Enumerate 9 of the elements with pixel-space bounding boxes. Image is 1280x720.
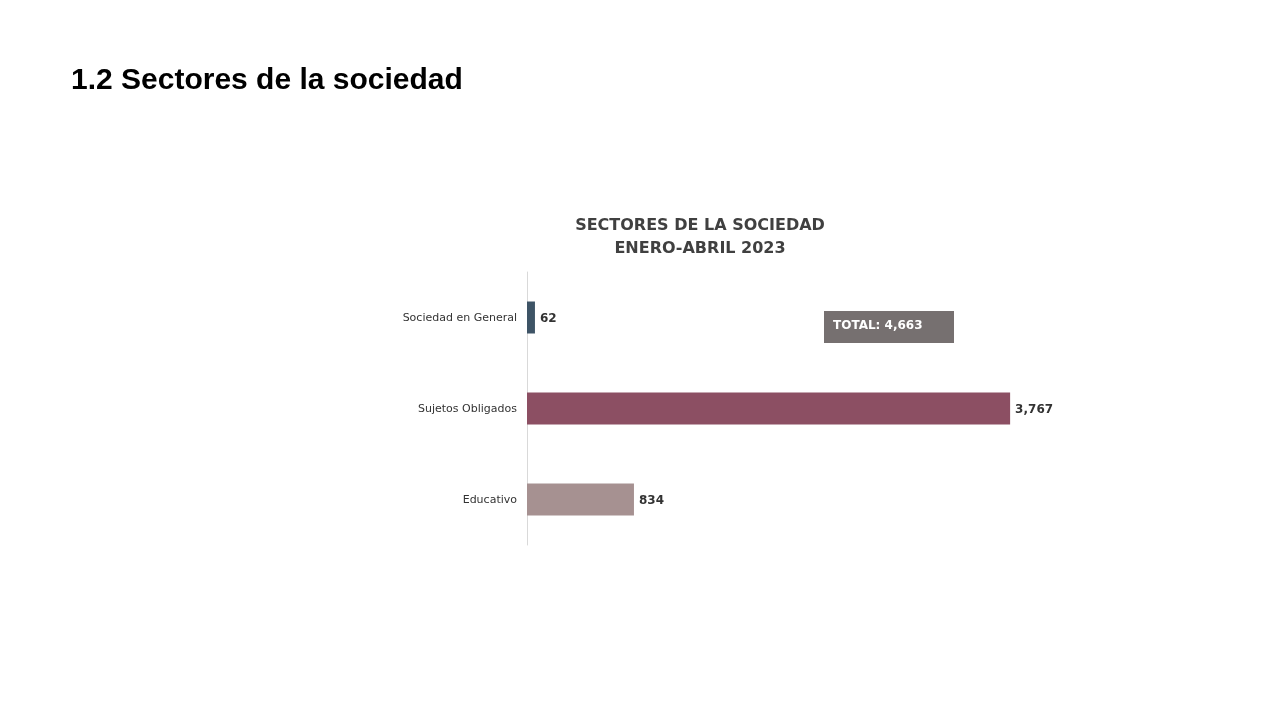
data-label: 3,767	[1015, 401, 1054, 416]
text: 1.2 Sectores de la sociedad	[71, 61, 463, 95]
y-tick-label: Sociedad en General	[402, 311, 517, 324]
y-tick-label: Sujetos Obligados	[418, 402, 518, 415]
text-box: TOTAL: 4,663	[824, 311, 954, 343]
y-tick-label: Educativo	[462, 493, 518, 506]
data-label: 834	[638, 492, 665, 507]
chart-subtitle: SECTORES DE LA SOCIEDAD ENERO-ABRIL 2023	[575, 215, 825, 257]
data-label: 62	[539, 310, 557, 325]
